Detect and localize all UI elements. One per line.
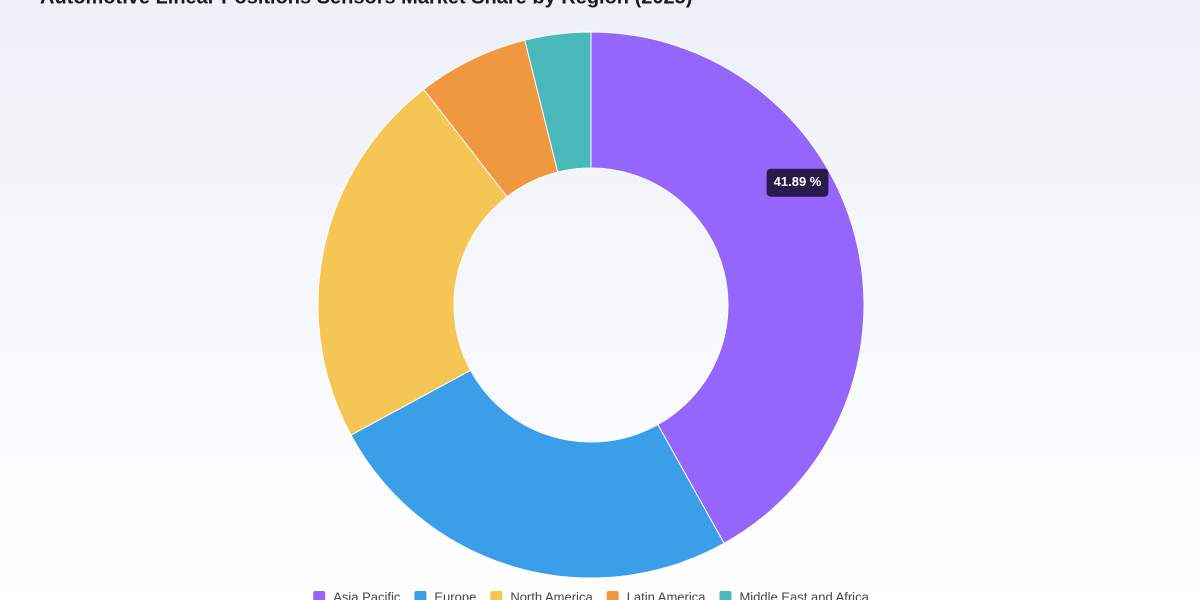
legend-swatch (606, 591, 619, 600)
chart-title: Automotive Linear Positions Sensors Mark… (40, 0, 692, 8)
legend-swatch (414, 591, 427, 600)
legend-swatch (313, 591, 326, 600)
slice (590, 31, 865, 545)
legend-swatch (719, 591, 732, 600)
slice (350, 369, 725, 579)
legend-label: Middle East and Africa (739, 589, 869, 600)
legend-label: North America (510, 589, 593, 600)
legend-swatch (490, 591, 503, 600)
slice (317, 88, 508, 436)
tooltip: 41.89 % (766, 168, 829, 197)
legend-label: Latin America (627, 589, 707, 600)
legend: Asia Pacific Europe North America Latin Ame… (313, 589, 870, 600)
value-label: 41.89 % (774, 174, 822, 189)
slice (524, 31, 592, 173)
tooltip-box (766, 168, 829, 197)
legend-label: Europe (434, 589, 476, 600)
legend-label: Asia Pacific (333, 589, 401, 600)
